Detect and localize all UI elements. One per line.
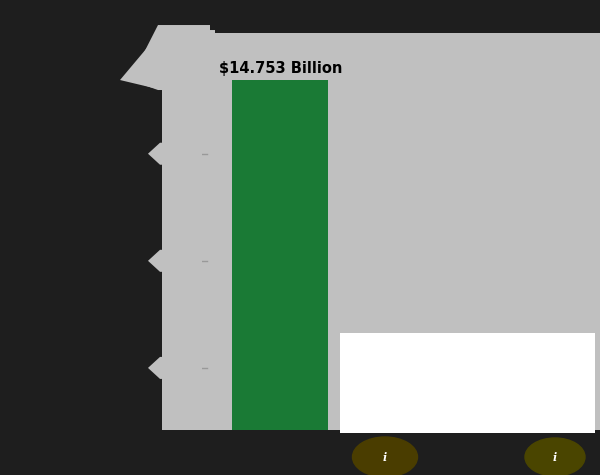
Bar bbox=[429, 409, 526, 463]
Text: $2.457 Billion: $2.457 Billion bbox=[421, 392, 534, 407]
Ellipse shape bbox=[525, 438, 585, 475]
Bar bbox=[0, 430, 600, 475]
Ellipse shape bbox=[353, 437, 418, 475]
Bar bbox=[340, 333, 595, 433]
Polygon shape bbox=[155, 357, 202, 379]
Polygon shape bbox=[120, 30, 215, 90]
Polygon shape bbox=[148, 250, 195, 272]
Text: i: i bbox=[383, 452, 387, 463]
Text: i: i bbox=[553, 452, 557, 463]
Bar bbox=[429, 466, 526, 475]
Polygon shape bbox=[130, 25, 210, 90]
Polygon shape bbox=[148, 142, 195, 165]
Polygon shape bbox=[148, 357, 195, 379]
Polygon shape bbox=[155, 250, 202, 272]
Polygon shape bbox=[155, 142, 202, 165]
Bar bbox=[232, 80, 328, 475]
FancyBboxPatch shape bbox=[381, 373, 574, 408]
Bar bbox=[0, 0, 160, 475]
Text: $14.753 Billion: $14.753 Billion bbox=[218, 61, 342, 76]
Bar bbox=[429, 463, 526, 466]
